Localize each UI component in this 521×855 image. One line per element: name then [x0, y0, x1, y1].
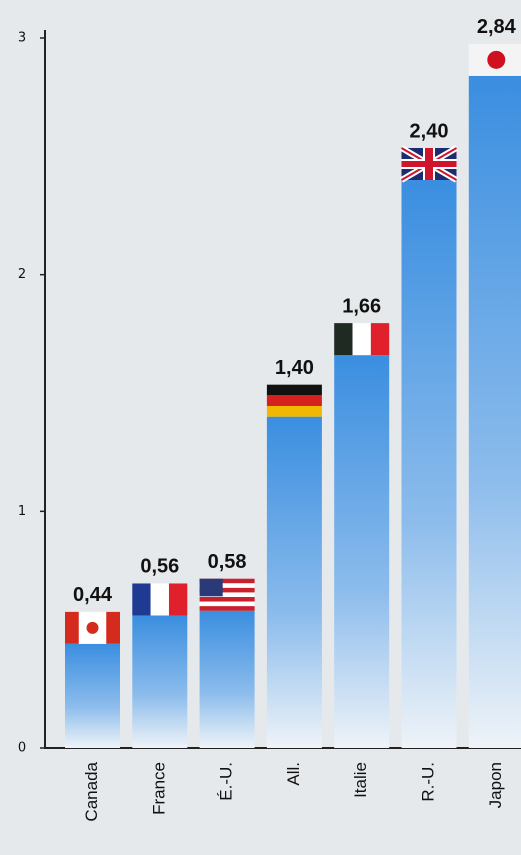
x-tick-label: All.	[284, 762, 303, 786]
bar	[468, 75, 521, 748]
flag-part	[266, 395, 322, 406]
flag-part	[106, 611, 120, 644]
flag-part	[65, 611, 79, 644]
flag	[132, 583, 188, 616]
value-label: 1,66	[342, 295, 381, 317]
flag-part	[487, 50, 506, 69]
value-label: 2,84	[477, 16, 517, 38]
flag-part	[168, 583, 188, 616]
flag-part	[266, 384, 322, 396]
flag	[334, 323, 390, 356]
flag-part	[150, 583, 169, 616]
flag-part	[199, 587, 255, 593]
flag-part	[266, 406, 322, 417]
bar	[266, 416, 322, 748]
flag-part	[199, 606, 255, 611]
x-tick-label: Italie	[351, 762, 370, 798]
value-label: 2,40	[410, 120, 449, 142]
y-tick-label: 1	[18, 504, 26, 519]
y-tick-label: 2	[18, 267, 26, 282]
flag	[199, 578, 255, 611]
flag-part	[425, 148, 433, 180]
x-tick-label: Canada	[82, 761, 101, 821]
flag-part	[199, 601, 255, 607]
bar	[132, 615, 188, 748]
x-tick-label: R.-U.	[418, 762, 437, 802]
flag-part	[352, 323, 371, 356]
x-tick-label: Japon	[486, 762, 505, 808]
flag	[468, 43, 521, 76]
flag-part	[199, 578, 223, 597]
flag	[399, 145, 459, 183]
flag-part	[334, 323, 353, 356]
bar	[401, 180, 457, 748]
flag-part	[199, 583, 255, 588]
flag-part	[199, 592, 255, 598]
flag-part	[199, 578, 255, 584]
flag	[266, 384, 322, 417]
flag-part	[199, 597, 255, 602]
flag-part	[370, 323, 390, 356]
value-label: 0,58	[208, 551, 247, 573]
x-tick-label: France	[149, 762, 168, 815]
bar	[65, 643, 120, 748]
bar	[334, 355, 390, 748]
value-label: 0,56	[140, 556, 179, 578]
y-tick-label: 0	[18, 741, 26, 756]
flag-part	[132, 583, 151, 616]
x-tick-label: É.-U.	[217, 762, 236, 801]
value-label: 0,44	[73, 584, 113, 606]
flag	[65, 611, 120, 644]
flag-part	[86, 621, 99, 634]
bar	[199, 610, 255, 748]
value-label: 1,40	[275, 357, 314, 379]
y-tick-label: 3	[18, 31, 26, 46]
